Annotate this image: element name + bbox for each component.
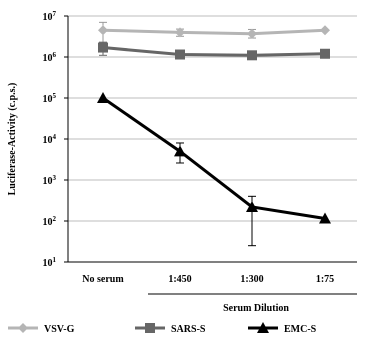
- legend-item: EMC-S: [248, 322, 317, 335]
- legend-marker: [257, 322, 269, 333]
- legend-marker: [18, 323, 28, 333]
- series-line: [102, 96, 326, 220]
- series-vsv-g: [98, 21, 330, 46]
- data-point: [175, 49, 185, 60]
- data-point: [320, 25, 330, 36]
- legend-item: VSV-G: [8, 323, 75, 335]
- y-axis-title: Luciferase-Activity (c.p.s.): [7, 83, 18, 196]
- y-tick-label: 105: [43, 92, 57, 105]
- y-tick-label: 102: [43, 215, 57, 228]
- y-tick-label: 107: [43, 10, 57, 23]
- legend-marker: [145, 323, 155, 333]
- y-tick-label: 103: [43, 174, 57, 187]
- data-point: [320, 48, 330, 59]
- data-point: [97, 92, 109, 103]
- y-tick-label: 101: [43, 256, 57, 269]
- y-tick-label: 106: [43, 51, 57, 64]
- legend-label: VSV-G: [44, 324, 75, 335]
- series-line: [102, 28, 326, 36]
- legend-label: SARS-S: [171, 324, 206, 335]
- data-point: [174, 145, 186, 157]
- series-layer: [97, 21, 331, 247]
- x-category-label: No serum: [82, 274, 124, 285]
- series-emc-s: [97, 92, 331, 247]
- data-point: [98, 42, 108, 53]
- series-line: [102, 46, 326, 57]
- legend-label: EMC-S: [284, 324, 317, 335]
- gridlines: [68, 15, 357, 263]
- legend: VSV-G SARS-S EMC-S: [8, 322, 317, 335]
- data-point: [247, 50, 257, 61]
- y-tick-label: 104: [43, 133, 57, 146]
- x-category-label: 1:75: [316, 274, 334, 285]
- data-point: [98, 25, 108, 36]
- series-sars-s: [98, 41, 330, 61]
- x-axis-title: Serum Dilution: [223, 303, 289, 314]
- data-point: [319, 212, 331, 224]
- labels: Luciferase-Activity (c.p.s.) Serum Dilut…: [7, 83, 289, 314]
- x-category-label: 1:300: [240, 274, 263, 285]
- data-point: [247, 28, 257, 39]
- x-category-label: 1:450: [168, 274, 191, 285]
- data-point: [246, 200, 258, 212]
- data-point: [175, 27, 185, 38]
- legend-item: SARS-S: [135, 323, 206, 335]
- axes: 101 102 103 104 105 106 107 No serum 1:450 1:300 1…: [43, 10, 357, 295]
